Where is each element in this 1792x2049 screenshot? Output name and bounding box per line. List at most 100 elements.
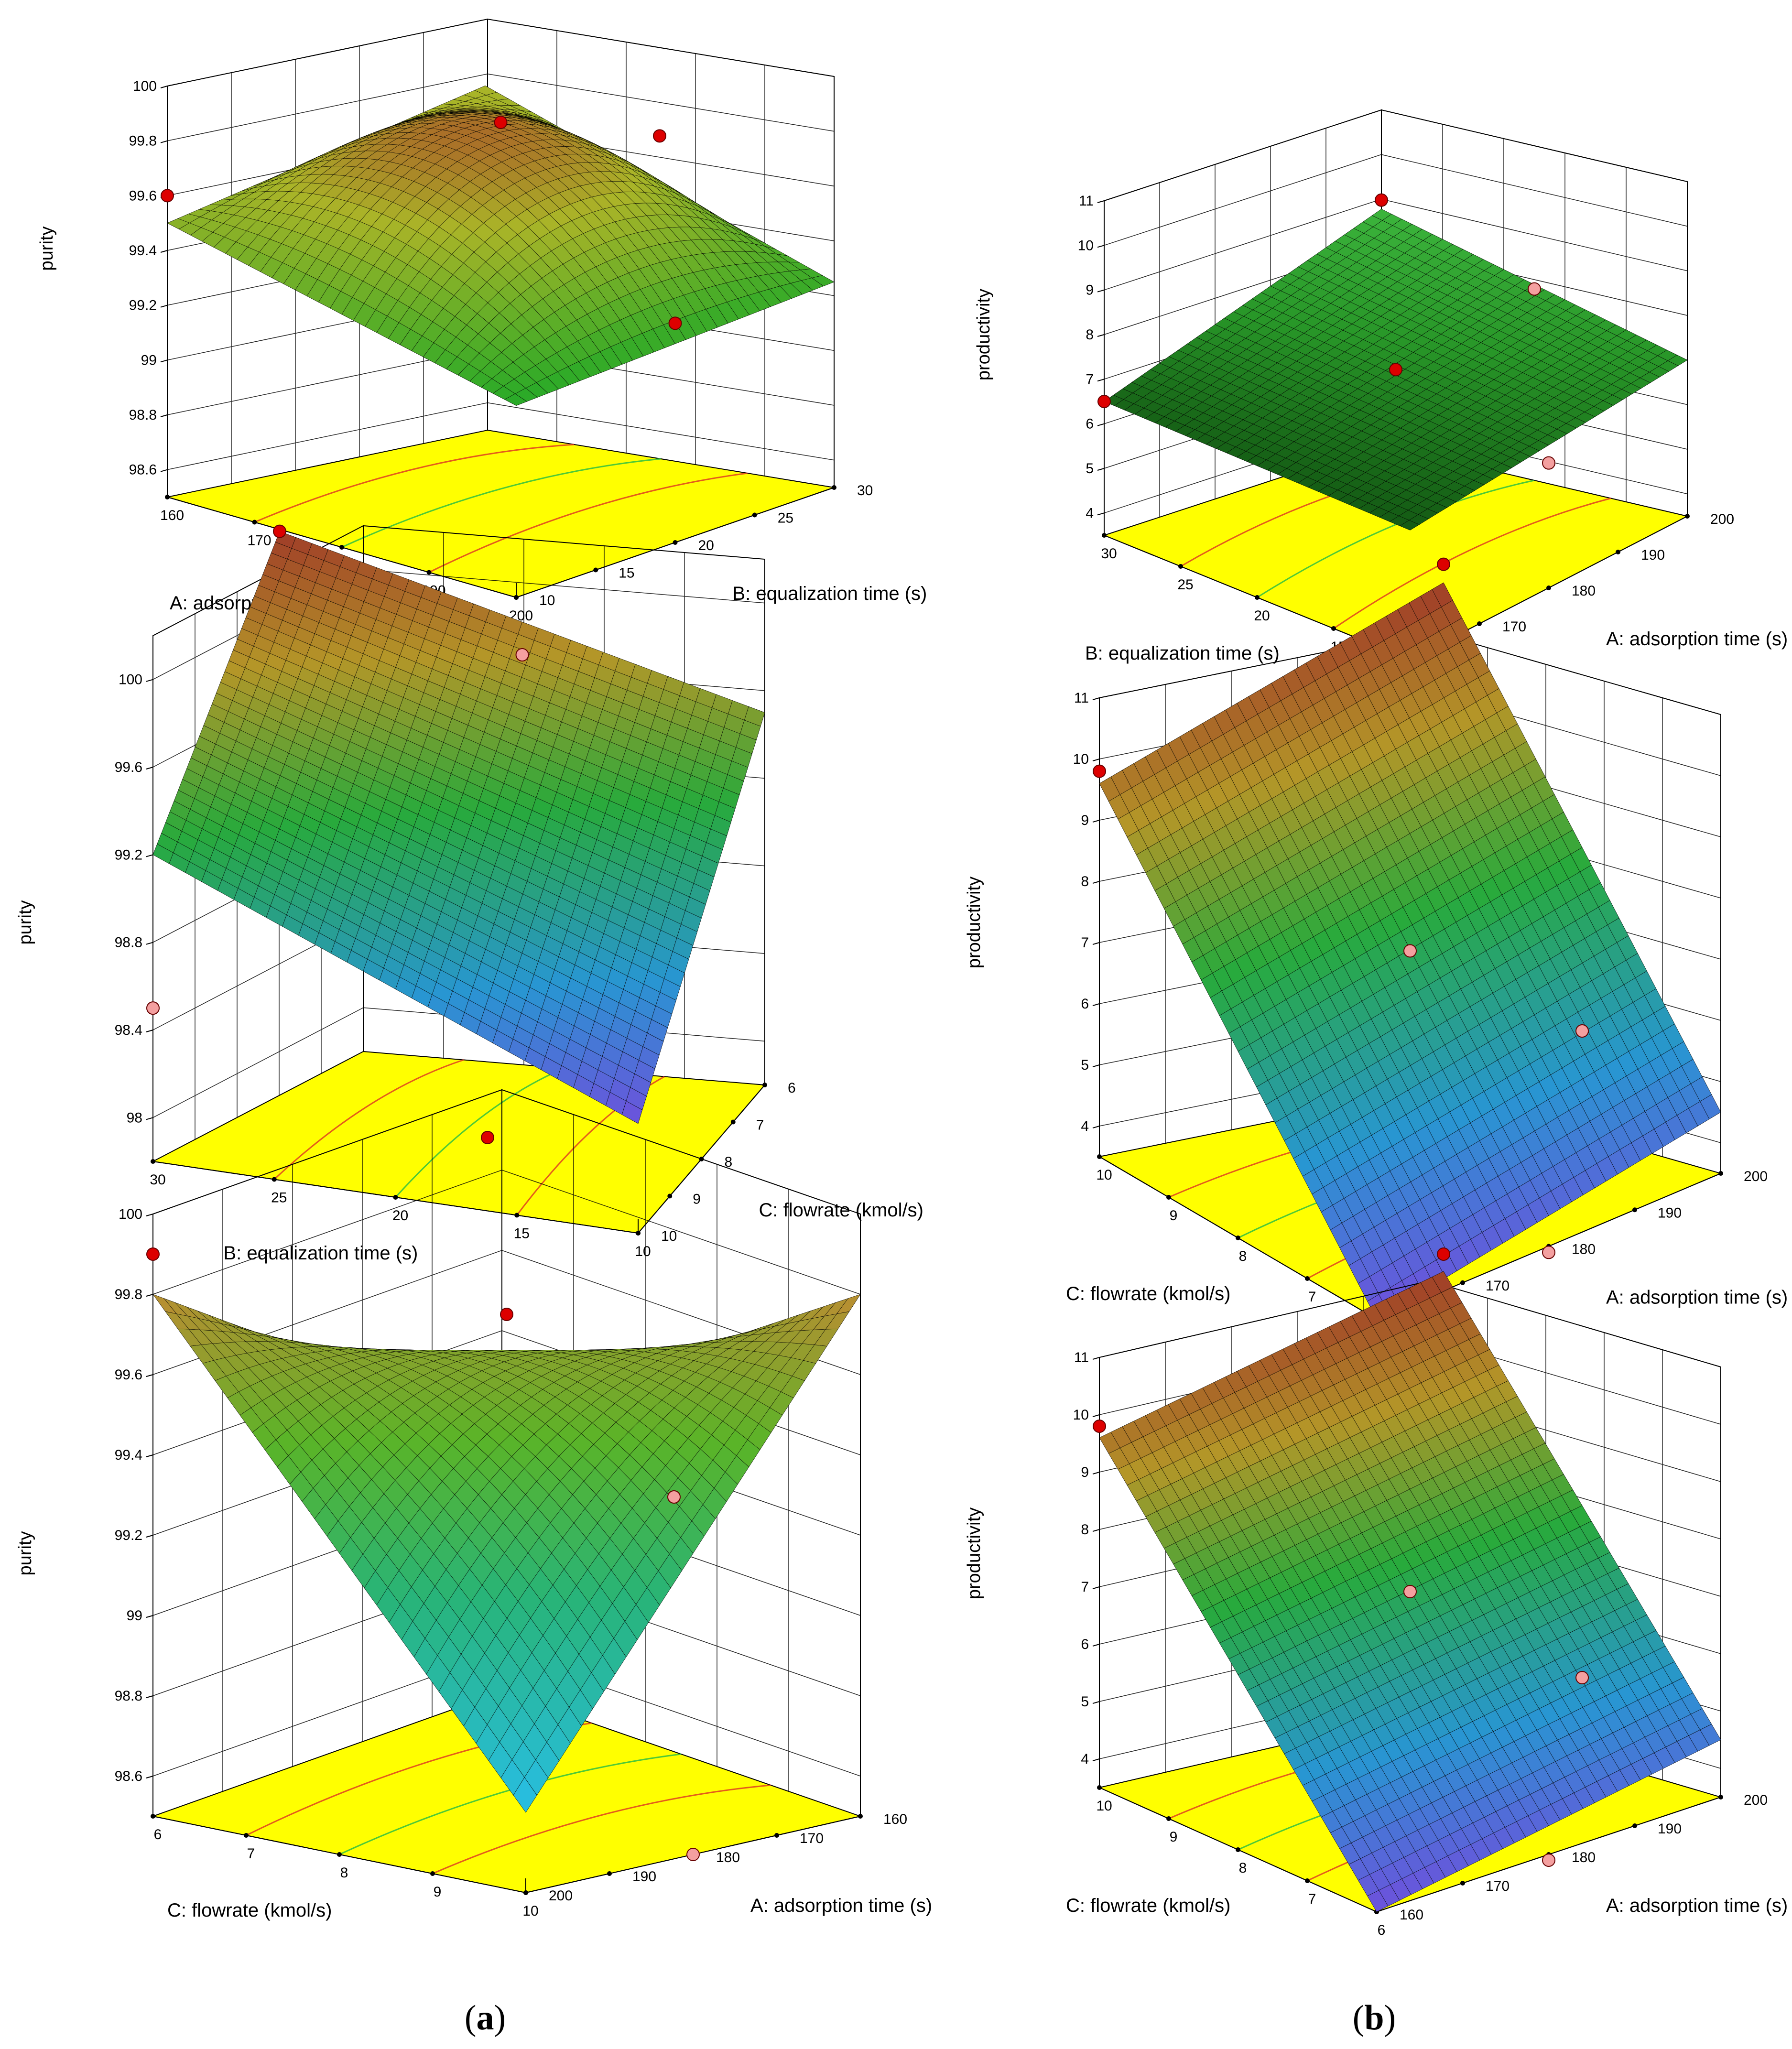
z-tick-label: 99.2 bbox=[115, 1528, 142, 1543]
left-axis-tick-label: 9 bbox=[1170, 1829, 1178, 1845]
right-axis-tick-label: 200 bbox=[549, 1888, 573, 1904]
z-tick bbox=[146, 854, 153, 857]
z-axis-title: productivity bbox=[964, 877, 984, 968]
z-tick-label: 98.6 bbox=[129, 462, 157, 478]
left-axis-tick-label: 30 bbox=[1101, 546, 1117, 562]
z-tick-label: 100 bbox=[133, 78, 157, 94]
z-tick-label: 4 bbox=[1086, 505, 1094, 521]
z-tick bbox=[146, 1615, 153, 1618]
design-point bbox=[1403, 944, 1417, 958]
grid-line bbox=[167, 402, 835, 470]
floor-contour-line bbox=[1333, 498, 1611, 629]
left-axis-tick-label: 10 bbox=[1096, 1798, 1112, 1814]
z-tick-label: 98.8 bbox=[115, 935, 142, 951]
left-axis-tick bbox=[151, 1159, 155, 1164]
left-axis-tick-label: 6 bbox=[1378, 1922, 1386, 1938]
left-axis-tick-label: 10 bbox=[522, 1903, 538, 1919]
z-tick bbox=[146, 1214, 153, 1216]
left-axis-tick bbox=[514, 1213, 520, 1218]
grid-line bbox=[1104, 109, 1688, 201]
design-point bbox=[161, 189, 174, 203]
left-axis-tick-label: 8 bbox=[340, 1865, 348, 1881]
z-tick bbox=[1097, 289, 1105, 293]
z-tick bbox=[1092, 1472, 1100, 1474]
right-axis-title: A: adsorption time (s) bbox=[750, 1895, 932, 1916]
right-axis-tick-label: 10 bbox=[661, 1228, 677, 1244]
design-point bbox=[1575, 1024, 1589, 1038]
z-tick bbox=[1097, 512, 1105, 516]
z-tick bbox=[160, 304, 168, 308]
z-tick-label: 8 bbox=[1086, 327, 1094, 343]
design-point bbox=[273, 524, 286, 538]
z-tick bbox=[146, 1454, 153, 1457]
left-axis-tick-label: 9 bbox=[1170, 1208, 1178, 1224]
left-axis-tick bbox=[151, 1814, 155, 1819]
left-axis-tick-label: 10 bbox=[1096, 1167, 1112, 1183]
z-tick-label: 99.4 bbox=[129, 243, 157, 259]
left-axis-tick bbox=[252, 520, 257, 525]
contour-floor bbox=[151, 1051, 766, 1234]
left-axis-tick bbox=[1255, 595, 1260, 600]
left-axis-tick-label: 7 bbox=[1308, 1891, 1316, 1907]
z-tick-label: 9 bbox=[1086, 282, 1094, 298]
right-axis-tick-label: 15 bbox=[619, 565, 634, 581]
z-tick bbox=[160, 140, 168, 143]
z-tick bbox=[160, 250, 168, 253]
right-axis-tick bbox=[1616, 550, 1620, 554]
right-axis-tick bbox=[593, 567, 598, 573]
right-axis-tick bbox=[774, 1833, 779, 1838]
response-surface bbox=[1104, 208, 1688, 531]
left-axis-title: C: flowrate (kmol/s) bbox=[1066, 1283, 1231, 1304]
right-axis-tick-label: 170 bbox=[1502, 619, 1526, 635]
z-tick-label: 5 bbox=[1081, 1057, 1089, 1073]
left-axis-tick-label: 9 bbox=[434, 1884, 442, 1900]
left-axis-title: B: equalization time (s) bbox=[1085, 643, 1280, 664]
z-tick-label: 11 bbox=[1079, 193, 1094, 209]
left-axis-title: C: flowrate (kmol/s) bbox=[1066, 1895, 1231, 1916]
z-tick bbox=[1092, 1126, 1100, 1128]
design-point bbox=[1389, 363, 1402, 377]
surface-cell bbox=[1667, 355, 1688, 366]
chart-2: 4567891011productivity3025201510B: equal… bbox=[974, 109, 1788, 686]
z-tick-label: 7 bbox=[1081, 1579, 1089, 1595]
left-axis-tick bbox=[1166, 1816, 1171, 1821]
right-axis-tick-label: 190 bbox=[632, 1869, 656, 1885]
z-tick bbox=[146, 1030, 153, 1032]
design-point bbox=[500, 1308, 513, 1321]
z-tick bbox=[146, 1535, 153, 1538]
z-tick bbox=[1092, 1414, 1100, 1417]
z-tick bbox=[160, 86, 168, 88]
z-tick-label: 99.8 bbox=[115, 1287, 142, 1302]
z-tick-label: 8 bbox=[1081, 874, 1089, 889]
right-axis-tick-label: 200 bbox=[1710, 511, 1734, 527]
design-point bbox=[667, 1490, 681, 1504]
z-axis-title: productivity bbox=[974, 289, 994, 380]
z-tick-label: 9 bbox=[1081, 813, 1089, 828]
grid-line bbox=[1104, 154, 1688, 246]
z-tick bbox=[160, 469, 168, 472]
left-axis-title: B: equalization time (s) bbox=[224, 1243, 418, 1264]
floor-contour-line bbox=[254, 444, 575, 523]
design-point bbox=[686, 1848, 700, 1861]
design-points bbox=[1097, 193, 1555, 470]
left-axis-tick-label: 25 bbox=[271, 1190, 287, 1206]
z-tick bbox=[1097, 379, 1105, 382]
z-tick-label: 99 bbox=[127, 1608, 142, 1624]
right-axis-tick-label: 10 bbox=[539, 593, 555, 608]
left-axis-tick-label: 15 bbox=[514, 1226, 530, 1242]
right-axis-tick-label: 160 bbox=[883, 1811, 907, 1827]
z-tick-label: 99.6 bbox=[129, 188, 157, 204]
left-axis-tick bbox=[1178, 564, 1183, 569]
left-axis-tick bbox=[393, 1195, 398, 1200]
design-point bbox=[146, 1001, 160, 1015]
right-axis-tick-label: 180 bbox=[1572, 1850, 1596, 1865]
z-tick-label: 4 bbox=[1081, 1118, 1089, 1134]
z-tick-label: 11 bbox=[1074, 690, 1089, 706]
z-tick-label: 98 bbox=[127, 1110, 142, 1126]
z-tick bbox=[1092, 942, 1100, 945]
